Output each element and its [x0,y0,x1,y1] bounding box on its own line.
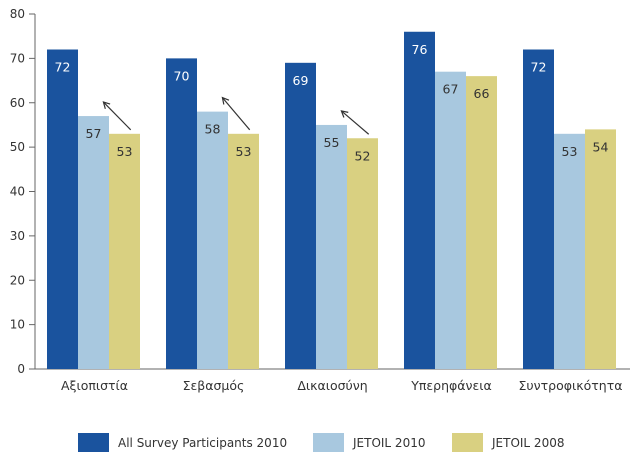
trend-arrow [221,97,251,131]
data-label: 53 [236,144,252,159]
trend-arrows-group [102,96,370,135]
legend-swatch [78,433,109,452]
bar [404,31,435,369]
data-label: 53 [117,144,133,159]
bar [347,138,378,369]
data-label: 72 [55,60,71,75]
trend-arrow-head [340,110,349,118]
bar [78,116,109,369]
y-tick-label: 60 [10,96,25,110]
bar [435,71,466,369]
bars-group: 72 57 53 70 58 53 69 55 52 76 67 66 72 53 54 [47,31,616,369]
category-label: Συντροφικότητα [519,378,623,393]
y-axis-ticks: 0 10 20 30 40 50 60 70 80 [10,7,35,376]
bar [523,49,554,369]
data-label: 76 [412,42,428,57]
legend-label: All Survey Participants 2010 [118,436,287,450]
trend-arrow-head [221,96,230,105]
trend-arrow [102,101,132,131]
bar [316,124,347,369]
y-tick-label: 30 [10,229,25,243]
y-tick-label: 20 [10,273,25,287]
category-label: Δικαιοσύνη [297,378,367,393]
legend: All Survey Participants 2010 JETOIL 2010 J… [78,433,564,452]
data-label: 72 [531,60,547,75]
bar [285,62,316,369]
y-tick-label: 50 [10,140,25,154]
y-tick-label: 10 [10,318,25,332]
data-label: 67 [443,82,459,97]
legend-label: JETOIL 2010 [352,436,425,450]
legend-label: JETOIL 2008 [491,436,564,450]
trend-arrow [341,110,370,135]
bar [197,111,228,369]
data-label: 53 [562,144,578,159]
data-label: 69 [293,73,309,88]
y-tick-label: 70 [10,51,25,65]
y-tick-label: 40 [10,185,25,199]
legend-swatch [452,433,483,452]
data-label: 58 [205,122,221,137]
trend-arrow-head [102,101,111,109]
data-label: 52 [355,148,371,163]
data-label: 54 [593,139,609,154]
data-label: 55 [324,135,340,150]
bar [109,133,140,369]
bar [166,58,197,369]
data-label: 70 [174,68,190,83]
category-label: Αξιοπιστία [61,378,128,393]
bar [228,133,259,369]
bar [554,133,585,369]
legend-swatch [313,433,344,452]
data-label: 66 [474,86,490,101]
y-tick-label: 0 [17,362,25,376]
data-label: 57 [86,126,102,141]
bar [47,49,78,369]
bar [466,76,497,369]
category-label: Υπερηφάνεια [410,378,491,393]
category-labels-group: Αξιοπιστία Σεβασμός Δικαιοσύνη Υπερηφάνεια Σ… [61,378,623,393]
category-label: Σεβασμός [183,378,245,393]
y-tick-label: 80 [10,7,25,21]
bar [585,129,616,369]
